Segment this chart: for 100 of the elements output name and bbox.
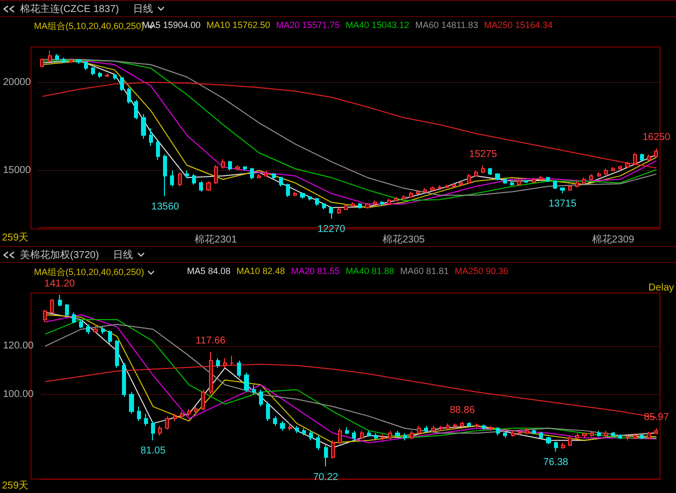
candlestick — [654, 148, 658, 158]
candlestick — [575, 180, 579, 188]
candlestick — [158, 425, 162, 436]
candlestick — [460, 420, 464, 428]
candlestick — [568, 435, 572, 447]
candlestick — [618, 434, 622, 440]
candlestick — [560, 186, 565, 194]
candlestick — [316, 435, 320, 451]
candlestick — [108, 330, 112, 344]
candlestick — [344, 204, 348, 211]
candlestick — [144, 413, 148, 426]
candlestick — [367, 430, 371, 438]
candlestick — [459, 180, 463, 186]
candlestick — [272, 172, 276, 180]
candlestick — [151, 420, 155, 441]
candlestick — [279, 176, 283, 187]
candlestick — [199, 180, 203, 192]
annotation: 16250 — [642, 132, 671, 143]
text: MA40 81.88 — [346, 266, 394, 276]
candlestick — [101, 326, 105, 335]
candlestick — [589, 174, 593, 181]
candlestick — [266, 401, 270, 422]
candlestick — [280, 420, 285, 432]
candlestick — [495, 172, 500, 181]
candlestick — [223, 358, 227, 368]
candlestick — [187, 408, 191, 417]
annotation: 117.66 — [196, 335, 226, 346]
candlestick — [293, 191, 297, 197]
text: MA250 90.36 — [454, 266, 508, 276]
candlestick — [79, 319, 83, 329]
candlestick — [374, 432, 378, 441]
x-tick-label: 棉花2309 — [592, 234, 635, 246]
candlestick — [206, 180, 211, 192]
candlestick — [48, 50, 52, 62]
candlestick — [438, 185, 442, 190]
candlestick — [626, 435, 630, 441]
candlestick — [156, 140, 160, 160]
candlestick — [467, 422, 471, 428]
candlestick — [640, 434, 644, 440]
text: MA60 81.81 — [400, 266, 449, 276]
candlestick — [288, 422, 292, 432]
candlestick — [590, 430, 594, 438]
candlestick — [257, 174, 261, 179]
text: MA250 15164.34 — [484, 20, 553, 30]
annotation: 141.20 — [44, 278, 76, 290]
candlestick — [351, 202, 355, 208]
candlestick — [381, 434, 385, 441]
candlestick — [163, 154, 167, 196]
candlestick — [58, 294, 62, 307]
candlestick — [647, 154, 651, 162]
candlestick — [76, 58, 81, 64]
text: MA10 15762.50 — [206, 20, 270, 30]
candlestick — [365, 202, 370, 209]
candlestick — [295, 425, 299, 434]
annotation: 88.86 — [450, 404, 476, 416]
candlestick — [402, 194, 406, 200]
candlestick — [488, 167, 492, 176]
candlestick — [69, 58, 73, 64]
candlestick — [55, 54, 59, 61]
candlestick — [524, 180, 528, 184]
candlestick — [452, 182, 456, 188]
candlestick — [611, 431, 615, 438]
candlestick — [546, 436, 551, 444]
candlestick — [230, 355, 234, 366]
text: MA20 15571.75 — [276, 20, 340, 30]
x-tick-label: 棉花2301 — [194, 234, 238, 246]
candlestick — [517, 178, 521, 186]
candlestick — [43, 309, 47, 322]
candlestick — [302, 428, 306, 436]
candlestick — [141, 114, 146, 140]
candlestick — [65, 303, 69, 316]
candlestick — [373, 200, 377, 206]
candlestick — [489, 425, 493, 432]
candlestick — [228, 160, 232, 172]
candlestick — [654, 428, 658, 435]
candlestick — [129, 392, 134, 414]
candlestick — [134, 99, 138, 120]
candlestick — [503, 431, 507, 438]
candlestick — [518, 430, 522, 436]
candlestick — [84, 60, 88, 70]
text: MA20 81.55 — [291, 266, 340, 276]
text: 259天 — [2, 480, 29, 492]
candlestick — [86, 324, 90, 335]
candlestick — [286, 183, 290, 198]
candlestick — [475, 422, 479, 429]
candlestick — [554, 441, 558, 452]
candlestick — [482, 424, 486, 430]
candlestick — [72, 312, 76, 324]
candlestick — [546, 176, 550, 182]
candlestick — [250, 167, 254, 180]
candlestick — [165, 416, 169, 430]
candlestick — [424, 425, 428, 432]
candlestick — [149, 128, 153, 146]
candlestick — [315, 197, 319, 206]
candlestick — [395, 430, 400, 438]
candlestick — [568, 184, 572, 192]
candlestick — [532, 428, 536, 435]
candlestick — [358, 202, 362, 209]
candlestick — [561, 442, 565, 450]
candlestick — [40, 58, 44, 68]
